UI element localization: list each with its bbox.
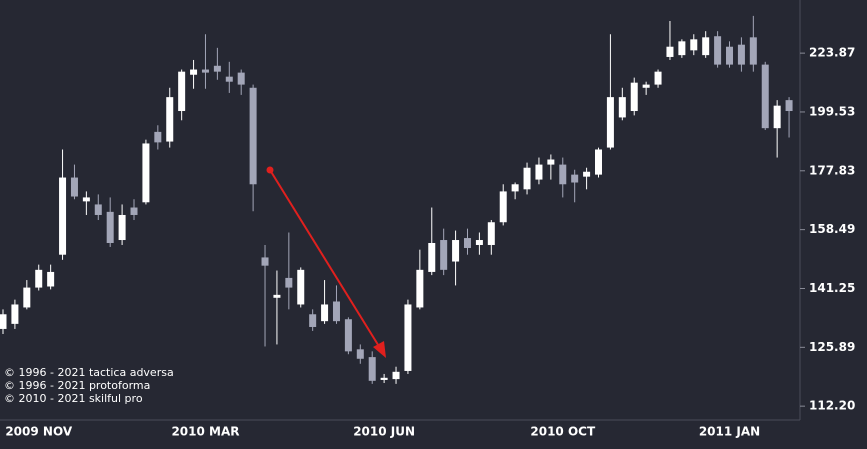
candle-body bbox=[154, 131, 162, 143]
candle-body bbox=[404, 304, 412, 371]
candle-body bbox=[356, 349, 364, 359]
candle-body bbox=[475, 240, 483, 245]
copyright: © 1996 - 2021 tactica adversa bbox=[4, 366, 174, 379]
y-tick-label: 158.49 bbox=[809, 222, 855, 236]
candle-body bbox=[416, 269, 424, 308]
y-tick-label: 125.89 bbox=[809, 340, 855, 354]
candle-body bbox=[761, 64, 769, 129]
candle-body bbox=[702, 37, 710, 56]
x-tick-label: 2010 OCT bbox=[530, 425, 596, 439]
candle-body bbox=[47, 271, 55, 287]
candle-body bbox=[392, 371, 400, 380]
candle-body bbox=[714, 36, 722, 65]
candle-body bbox=[642, 84, 650, 88]
candle-body bbox=[452, 240, 460, 262]
candle-body bbox=[583, 171, 591, 177]
candle-body bbox=[499, 191, 507, 223]
candle-body bbox=[0, 314, 7, 329]
candle-body bbox=[618, 97, 626, 118]
candle-body bbox=[511, 184, 519, 192]
candle-body bbox=[201, 69, 209, 73]
candle-body bbox=[59, 177, 67, 255]
candle-body bbox=[428, 242, 436, 272]
candle-body bbox=[273, 294, 281, 298]
candle-body bbox=[237, 72, 245, 85]
copyright: © 1996 - 2021 protoforma bbox=[4, 379, 150, 392]
candle-body bbox=[213, 65, 221, 72]
candle-body bbox=[559, 164, 567, 185]
candle-body bbox=[249, 87, 257, 185]
candle-body bbox=[94, 204, 102, 215]
candle-body bbox=[166, 97, 174, 142]
candle-body bbox=[70, 177, 78, 197]
candle-body bbox=[321, 304, 329, 322]
candle-body bbox=[487, 222, 495, 245]
candle-body bbox=[309, 314, 317, 327]
arrow-head bbox=[373, 341, 386, 358]
candle-body bbox=[225, 76, 233, 82]
x-tick-label: 2010 JUN bbox=[353, 425, 415, 439]
candle-body bbox=[726, 46, 734, 65]
candle-body bbox=[535, 164, 543, 180]
candle-body bbox=[773, 105, 781, 129]
candle-body bbox=[190, 69, 198, 75]
candle-body bbox=[678, 41, 686, 56]
candle-body bbox=[666, 46, 674, 57]
candle-body bbox=[749, 37, 757, 65]
x-tick-label: 2011 JAN bbox=[699, 425, 760, 439]
candle-body bbox=[261, 257, 269, 266]
candle-body bbox=[178, 71, 186, 112]
candle-body bbox=[523, 167, 531, 190]
y-tick-label: 199.53 bbox=[809, 104, 855, 118]
x-tick-label: 2009 NOV bbox=[5, 425, 72, 439]
candle-body bbox=[547, 159, 555, 165]
candle-body bbox=[595, 149, 602, 175]
candle-body bbox=[654, 71, 662, 85]
y-tick-label: 141.25 bbox=[809, 281, 855, 295]
candle-body bbox=[35, 269, 43, 288]
candle-body bbox=[11, 304, 19, 324]
candle-body bbox=[440, 240, 448, 270]
candle-body bbox=[690, 39, 698, 51]
y-tick-label: 177.83 bbox=[809, 163, 855, 177]
candle-body bbox=[332, 301, 340, 322]
candles bbox=[0, 15, 793, 384]
candle-body bbox=[571, 174, 579, 183]
candle-body bbox=[344, 319, 352, 352]
y-tick-label: 112.20 bbox=[809, 399, 855, 413]
x-tick-label: 2010 MAR bbox=[171, 425, 239, 439]
trend-arrow bbox=[266, 166, 386, 358]
copyright: © 2010 - 2021 skilful pro bbox=[4, 392, 143, 405]
candle-body bbox=[463, 238, 471, 248]
candle-body bbox=[23, 287, 31, 308]
candle-body bbox=[285, 277, 293, 288]
candle-body bbox=[737, 44, 745, 65]
candle-body bbox=[118, 214, 126, 241]
candle-body bbox=[297, 269, 305, 305]
candle-body bbox=[130, 207, 138, 215]
candle-body bbox=[368, 357, 376, 381]
candle-body bbox=[82, 197, 90, 202]
arrow-shaft bbox=[269, 169, 381, 349]
candle-body bbox=[106, 211, 114, 243]
candle-body bbox=[785, 100, 793, 112]
candle-body bbox=[142, 143, 150, 203]
candle-body bbox=[630, 82, 638, 112]
candle-body bbox=[606, 97, 614, 148]
y-tick-label: 223.87 bbox=[809, 46, 855, 60]
candle-body bbox=[380, 377, 388, 380]
